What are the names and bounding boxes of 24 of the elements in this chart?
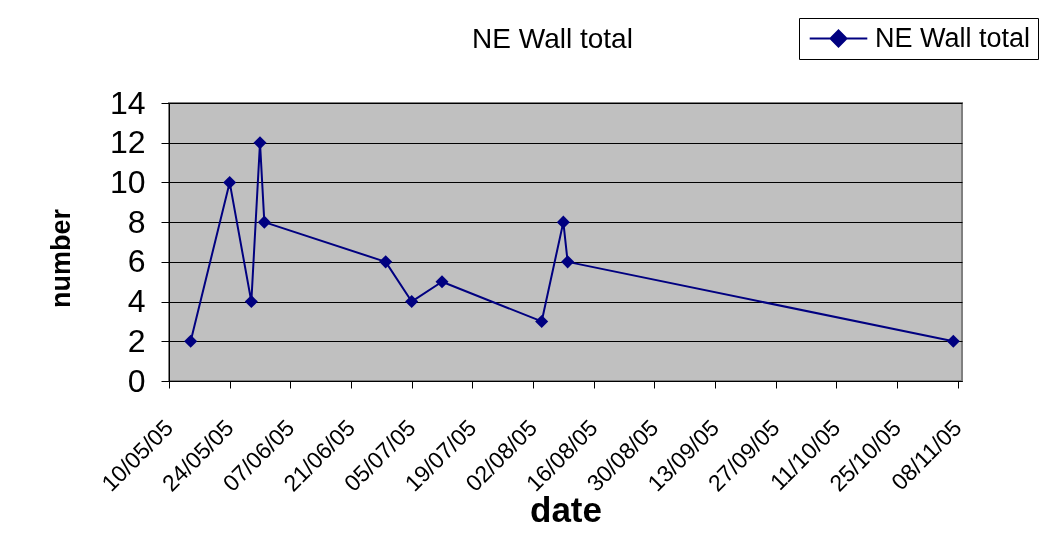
point	[244, 295, 258, 309]
y-tick-label: 8	[127, 203, 146, 240]
point	[184, 334, 198, 348]
point	[946, 334, 960, 348]
y-tick-label: 2	[127, 322, 146, 359]
point	[257, 215, 271, 229]
y-tick-label: 12	[109, 124, 146, 161]
y-tick-label: 4	[127, 283, 146, 320]
x-axis-title: date	[530, 490, 602, 530]
point	[379, 255, 393, 269]
point	[223, 175, 237, 189]
y-tick-label: 14	[109, 84, 146, 121]
y-tick-label: 10	[109, 163, 146, 200]
point	[253, 136, 267, 150]
legend-label: NE Wall total	[875, 22, 1031, 53]
point	[561, 255, 575, 269]
chart-title: NE Wall total	[472, 22, 633, 54]
y-tick-label: 0	[127, 362, 146, 399]
point	[435, 275, 449, 289]
point	[405, 295, 419, 309]
point	[535, 314, 549, 328]
y-tick-label: 6	[127, 243, 146, 280]
y-axis-title: number	[45, 208, 76, 309]
point	[556, 215, 570, 229]
